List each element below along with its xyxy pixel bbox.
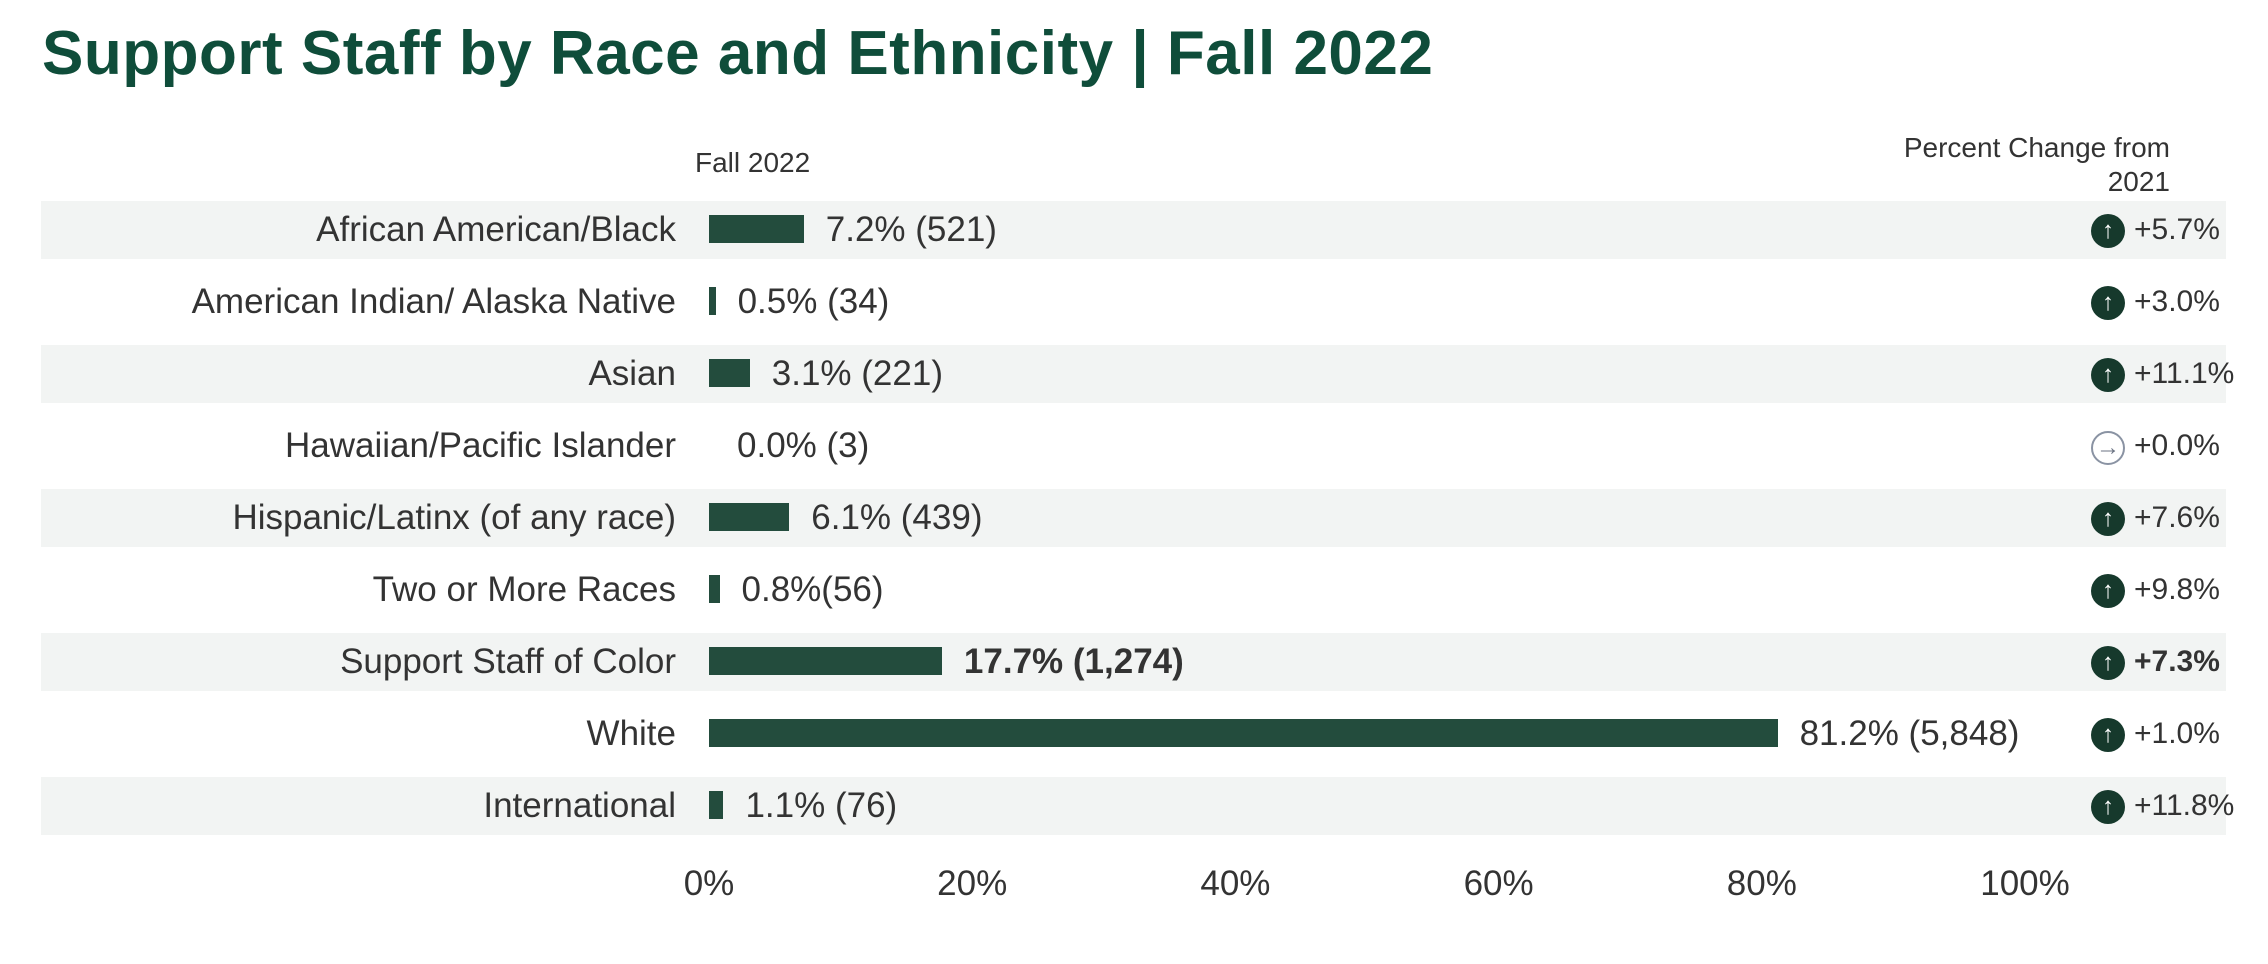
data-label: 0.0% (3) — [737, 426, 870, 465]
data-label: 3.1% (221) — [771, 354, 943, 393]
bar — [709, 791, 724, 819]
bar — [709, 575, 720, 603]
x-tick-label: 20% — [937, 864, 1008, 903]
bar — [709, 287, 716, 315]
percent-change-label: +3.0% — [2134, 285, 2220, 318]
category-label: Support Staff of Color — [340, 642, 676, 681]
chart-row: Hispanic/Latinx (of any race) 6.1% (439) ↑… — [41, 489, 2226, 547]
chart-row: American Indian/ Alaska Native 0.5% (34) ↑… — [41, 273, 2226, 331]
category-label: International — [483, 786, 676, 825]
percent-change-label: +1.0% — [2134, 717, 2220, 750]
data-label: 0.5% (34) — [737, 282, 890, 321]
category-label: White — [586, 714, 676, 753]
category-label: Two or More Races — [372, 570, 676, 609]
up-arrow-icon: ↑ — [2091, 358, 2125, 392]
data-label: 7.2% (521) — [825, 210, 997, 249]
category-label: Hawaiian/Pacific Islander — [284, 426, 676, 465]
percent-change-label: +11.1% — [2134, 357, 2235, 390]
chart-row: Two or More Races 0.8%(56) ↑ +9.8% — [41, 561, 2226, 619]
bar — [709, 719, 1778, 747]
x-tick-label: 0% — [683, 864, 735, 903]
up-arrow-icon: ↑ — [2091, 214, 2125, 248]
data-label: 1.1% (76) — [745, 786, 898, 825]
data-label: 0.8%(56) — [741, 570, 884, 609]
x-tick-label: 60% — [1463, 864, 1534, 903]
up-arrow-icon: ↑ — [2091, 574, 2125, 608]
x-tick-label: 80% — [1726, 864, 1797, 903]
data-label: 17.7% (1,274) — [963, 642, 1184, 681]
percent-change-label: +5.7% — [2134, 213, 2220, 246]
chart-row: White 81.2% (5,848) ↑ +1.0% — [41, 705, 2226, 763]
up-arrow-icon: ↑ — [2091, 718, 2125, 752]
chart-row: Hawaiian/Pacific Islander 0.0% (3) → +0.0% — [41, 417, 2226, 475]
chart-row: International 1.1% (76) ↑ +11.8% — [41, 777, 2234, 835]
category-label: American Indian/ Alaska Native — [191, 282, 676, 321]
category-label: Hispanic/Latinx (of any race) — [232, 498, 676, 537]
bar — [709, 359, 750, 387]
category-label: Asian — [588, 354, 676, 393]
percent-change-label: +7.3% — [2134, 645, 2220, 678]
chart-row: African American/Black 7.2% (521) ↑ +5.7% — [41, 201, 2226, 259]
change-header-line1: Percent Change from — [1903, 132, 2170, 163]
x-tick-label: 100% — [1980, 864, 2070, 903]
neutral-arrow-icon: → — [2091, 431, 2125, 465]
x-tick-label: 40% — [1200, 864, 1271, 903]
data-label: 6.1% (439) — [811, 498, 983, 537]
bar — [709, 647, 942, 675]
percent-change-label: +7.6% — [2134, 501, 2220, 534]
data-label: 81.2% (5,848) — [1799, 714, 2020, 753]
up-arrow-icon: ↑ — [2091, 502, 2125, 536]
up-arrow-icon: ↑ — [2091, 646, 2125, 680]
change-column-header: Percent Change from 2021 — [1850, 131, 2170, 199]
percent-change-label: +11.8% — [2134, 789, 2235, 822]
change-header-line2: 2021 — [2107, 166, 2170, 197]
up-arrow-icon: ↑ — [2091, 790, 2125, 824]
percent-change-label: +9.8% — [2134, 573, 2220, 606]
bar — [709, 503, 790, 531]
fall-column-header: Fall 2022 — [695, 147, 811, 178]
chart-title: Support Staff by Race and Ethnicity | Fa… — [42, 19, 1434, 88]
percent-change-label: +0.0% — [2134, 429, 2220, 462]
category-label: African American/Black — [316, 210, 676, 249]
up-arrow-icon: ↑ — [2091, 286, 2125, 320]
chart-row: Asian 3.1% (221) ↑ +11.1% — [41, 345, 2234, 403]
bar — [709, 215, 804, 243]
chart-row: Support Staff of Color 17.7% (1,274) ↑ +7.3… — [41, 633, 2226, 691]
